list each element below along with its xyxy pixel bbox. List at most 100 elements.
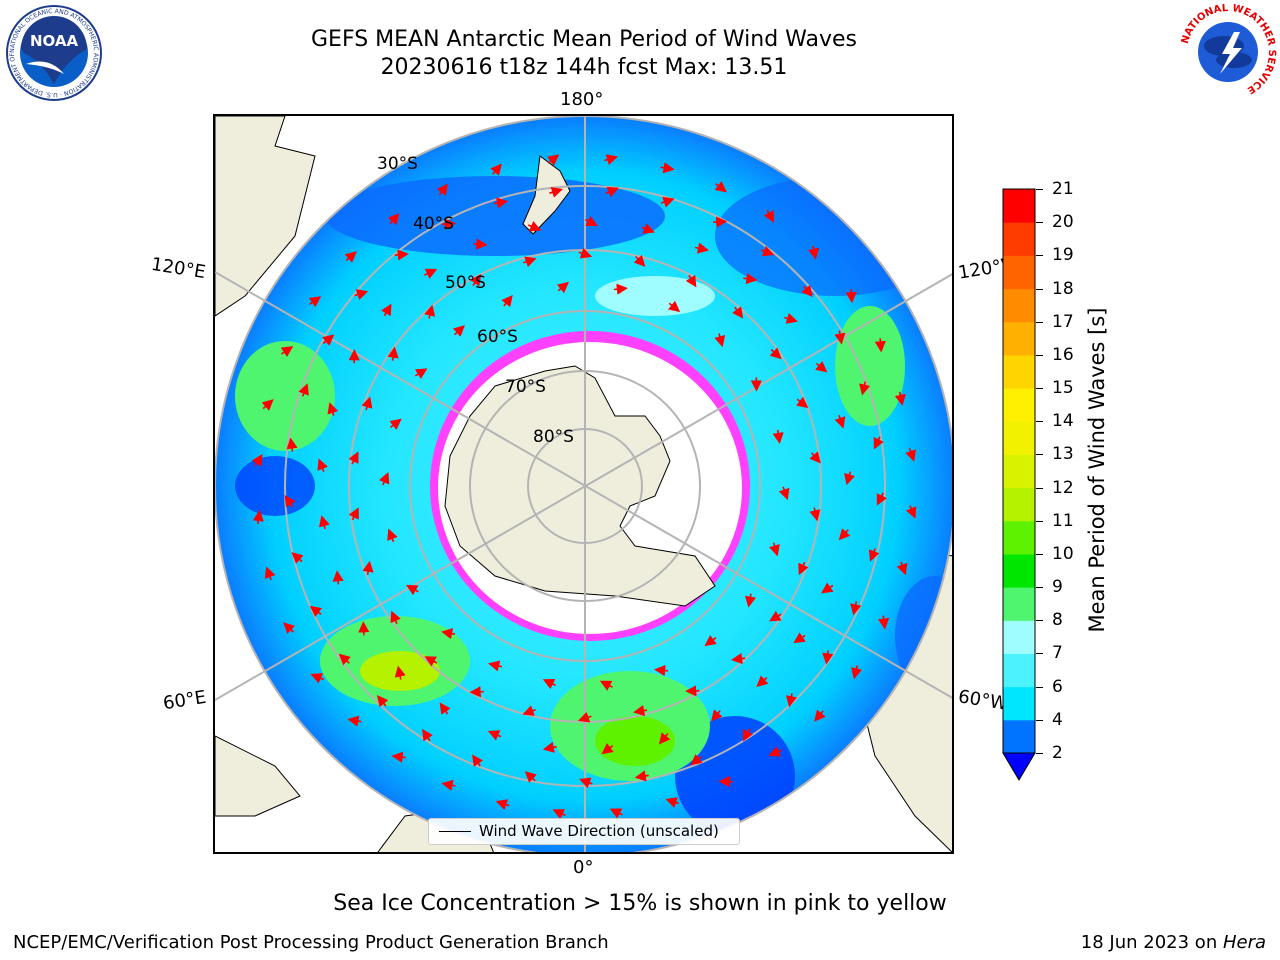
colorbar-tick-label: 21 xyxy=(1052,179,1074,199)
colorbar-tick-mark xyxy=(1036,620,1043,622)
map-legend: Wind Wave Direction (unscaled) xyxy=(428,818,740,845)
noaa-logo-text: NOAA xyxy=(30,32,79,50)
wave-field-blue-4 xyxy=(235,456,315,516)
noaa-logo: NATIONAL OCEANIC AND ATMOSPHERIC ADMINIS… xyxy=(4,4,102,101)
wind-wave-arrow xyxy=(452,325,465,337)
colorbar-tick-mark xyxy=(1036,321,1043,323)
colorbar-label: Mean Period of Wind Waves [s] xyxy=(1085,307,1109,633)
wind-wave-arrow xyxy=(261,399,274,411)
wind-wave-arrow xyxy=(470,274,482,287)
wind-wave-arrow xyxy=(874,338,886,353)
colorbar-tick-label: 16 xyxy=(1052,344,1074,365)
wind-wave-arrow xyxy=(488,660,503,672)
colorbar-tick-label: 4 xyxy=(1052,709,1063,730)
wind-wave-arrow xyxy=(878,615,890,630)
wind-wave-arrow xyxy=(406,584,419,596)
wind-wave-arrow xyxy=(578,247,593,259)
polar-map: 30°S 40°S 50°S 60°S 70°S 80°S xyxy=(213,114,954,854)
wind-wave-arrow xyxy=(634,770,649,782)
wind-wave-arrow xyxy=(381,303,392,317)
wind-wave-arrow xyxy=(714,333,726,348)
wind-wave-arrow xyxy=(763,209,775,223)
wind-wave-arrows xyxy=(251,154,917,820)
wind-wave-arrow xyxy=(654,664,669,677)
wind-wave-arrow xyxy=(490,163,502,176)
wind-wave-arrow xyxy=(905,448,916,462)
wind-wave-arrow xyxy=(732,306,744,319)
legend-line-swatch xyxy=(439,831,471,832)
footer-host: Hera xyxy=(1222,932,1266,953)
footer-credit: NCEP/EMC/Verification Post Processing Pr… xyxy=(13,932,609,953)
colorbar-tick-label: 9 xyxy=(1052,577,1063,598)
colorbar-tick-mark xyxy=(1036,189,1043,190)
colorbar-segment xyxy=(1003,454,1035,489)
colorbar-tick-mark xyxy=(1036,653,1043,655)
wind-wave-arrow xyxy=(809,507,821,522)
wind-wave-arrow xyxy=(822,650,834,665)
wind-wave-arrow xyxy=(493,197,509,209)
wind-wave-arrow xyxy=(332,570,344,585)
nws-logo: NATIONAL WEATHER SERVICE xyxy=(1180,4,1277,98)
legend-label: Wind Wave Direction (unscaled) xyxy=(479,822,719,840)
wind-wave-arrow xyxy=(801,284,813,298)
wind-wave-arrow xyxy=(844,471,855,486)
wind-wave-arrow xyxy=(743,273,758,285)
wind-wave-arrow xyxy=(361,396,373,411)
wind-wave-arrow xyxy=(604,154,618,166)
colorbar-tick-label: 14 xyxy=(1052,411,1074,432)
lat-label-50s: 50°S xyxy=(445,273,486,293)
colorbar-segment xyxy=(1003,719,1035,754)
land-new-zealand xyxy=(522,155,571,235)
lon-label-180: 180° xyxy=(560,89,604,110)
wind-wave-arrow xyxy=(327,402,339,416)
colorbar-tick-label: 7 xyxy=(1052,643,1063,664)
wind-wave-arrow xyxy=(845,289,857,304)
wind-wave-arrow xyxy=(348,507,359,521)
lat-label-40s: 40°S xyxy=(413,214,454,234)
wind-wave-arrow xyxy=(347,715,362,727)
wind-wave-arrow xyxy=(527,221,542,232)
colorbar xyxy=(1002,188,1036,781)
colorbar-segment xyxy=(1003,255,1035,290)
wind-wave-arrow xyxy=(495,799,510,810)
graticule xyxy=(215,116,952,852)
chart-subtitle: 20230616 t18z 144h fcst Max: 13.51 xyxy=(380,55,788,80)
wind-wave-arrow xyxy=(387,346,399,361)
wave-field-green-5 xyxy=(835,306,905,426)
wind-wave-arrow xyxy=(394,665,406,680)
wind-wave-arrow xyxy=(633,705,648,717)
wind-wave-arrow xyxy=(731,653,746,665)
wind-wave-arrow xyxy=(487,730,502,741)
wind-wave-arrow xyxy=(704,634,717,647)
wind-wave-arrow xyxy=(784,313,798,324)
wind-wave-arrow xyxy=(690,754,703,766)
wind-wave-arrow xyxy=(809,451,821,464)
wind-wave-arrow xyxy=(362,560,374,575)
colorbar-segment xyxy=(1003,587,1035,621)
colorbar-tick-mark xyxy=(1036,421,1043,423)
wind-wave-arrow xyxy=(424,304,436,319)
wind-wave-arrow xyxy=(641,223,655,234)
colorbar-segment xyxy=(1003,354,1035,389)
footer-date-text: 18 Jun 2023 on xyxy=(1080,932,1223,953)
wind-wave-arrow xyxy=(424,268,438,279)
wind-wave-arrow xyxy=(768,746,782,757)
colorbar-segment xyxy=(1003,520,1035,555)
wind-wave-arrow xyxy=(798,561,809,576)
polar-map-canvas: 30°S 40°S 50°S 60°S 70°S 80°S xyxy=(215,116,952,852)
wind-wave-arrow xyxy=(756,675,769,688)
colorbar-segment xyxy=(1003,487,1035,522)
wind-wave-arrow xyxy=(772,429,784,444)
wind-wave-arrow xyxy=(344,251,357,263)
colorbar-tick-label: 12 xyxy=(1052,477,1074,498)
wind-wave-arrow xyxy=(896,561,908,576)
wind-wave-arrow xyxy=(358,621,370,636)
wind-wave-arrow xyxy=(522,256,537,268)
wind-wave-arrow xyxy=(851,665,862,680)
wind-wave-arrow xyxy=(556,281,570,294)
wind-wave-arrow xyxy=(694,242,710,254)
wind-wave-arrow xyxy=(309,605,323,618)
colorbar-tick-mark xyxy=(1036,222,1043,224)
wind-wave-arrow xyxy=(660,162,675,174)
wind-wave-arrow xyxy=(743,728,754,742)
